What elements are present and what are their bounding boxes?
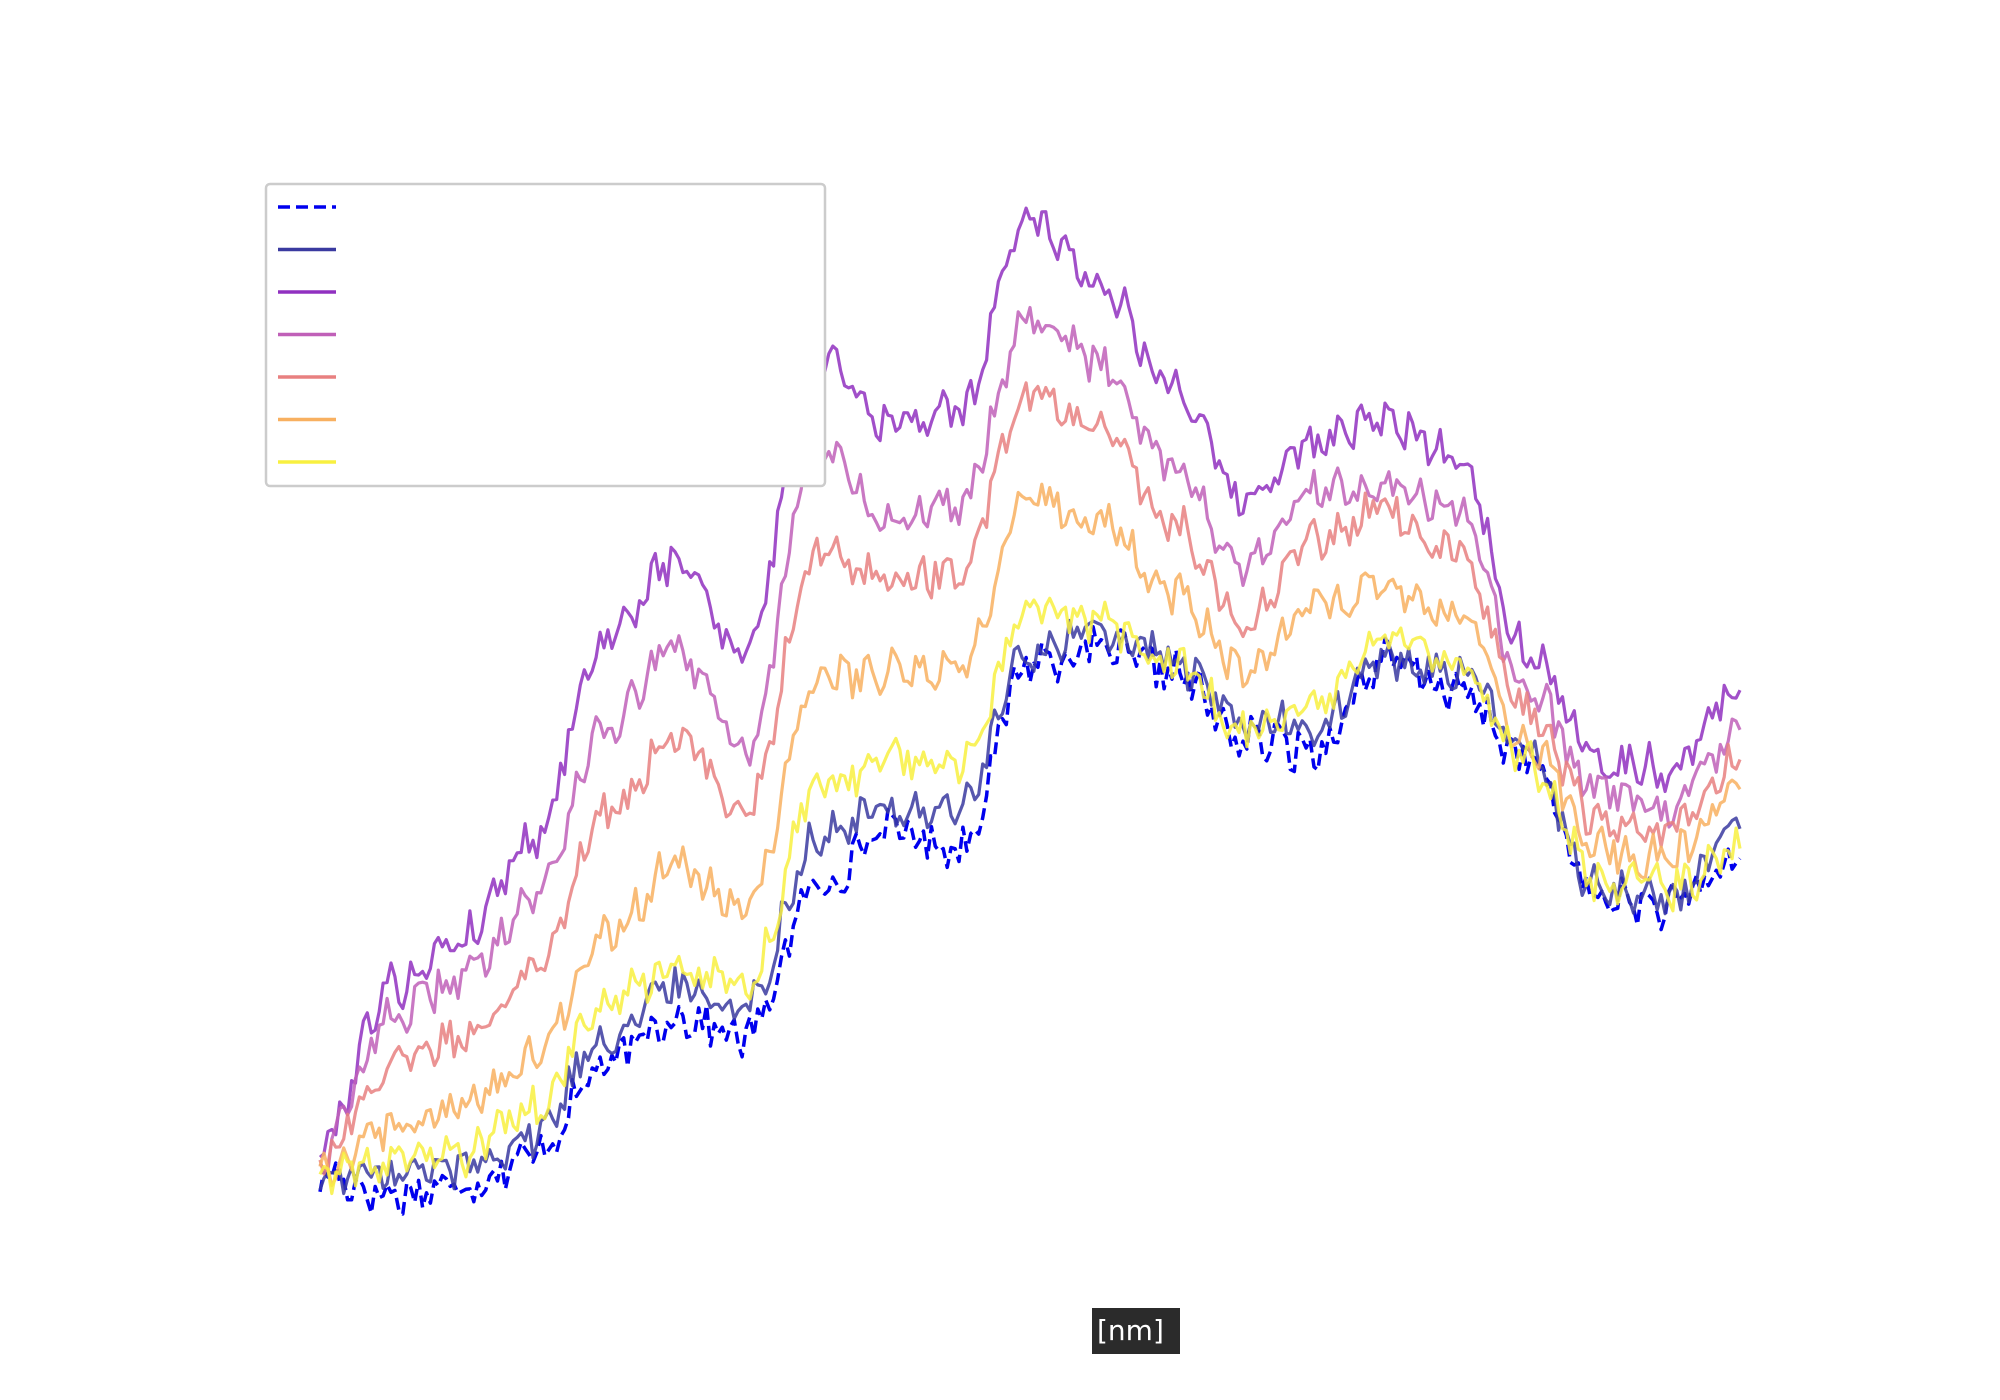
series-line-3 [318, 206, 1742, 1159]
series-line-6 [318, 482, 1742, 1188]
series-line-2 [318, 618, 1742, 1196]
series-line-1 [318, 625, 1742, 1216]
legend-box [264, 182, 827, 488]
legend-entries [278, 205, 336, 464]
x-axis-label: [nm] [1097, 1314, 1164, 1347]
series-line-7 [318, 596, 1742, 1196]
x-axis-label-group: [nm] [1092, 1308, 1180, 1354]
legend [264, 182, 827, 488]
series-layer [318, 206, 1742, 1216]
series-line-5 [318, 381, 1742, 1176]
x-axis-label-background [1092, 1308, 1180, 1354]
